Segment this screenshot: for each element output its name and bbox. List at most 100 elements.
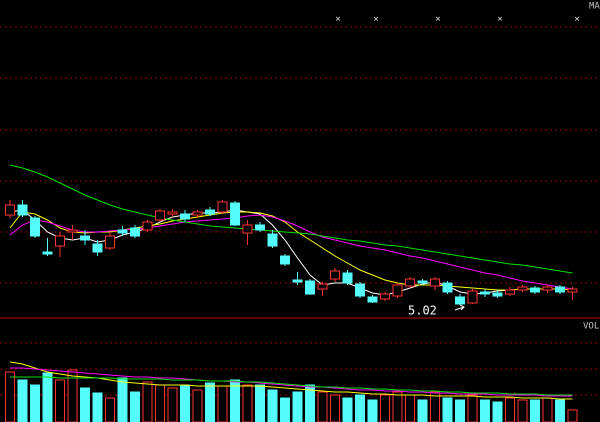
- annotation-arrow: [454, 304, 465, 311]
- volume-bar: [267, 389, 278, 422]
- candle-body: [467, 290, 478, 304]
- candle-body: [392, 284, 403, 297]
- candle-body: [367, 296, 378, 303]
- candle-body: [205, 209, 215, 215]
- candle-body: [355, 283, 365, 297]
- ma-line: [10, 367, 573, 397]
- volume-bar: [117, 377, 128, 422]
- candle-body: [542, 286, 553, 291]
- volume-bar: [42, 372, 53, 422]
- candle-body: [30, 217, 40, 237]
- volume-bar: [105, 397, 115, 422]
- volume-bar: [442, 397, 453, 422]
- volume-bar: [167, 387, 178, 422]
- volume-bar: [67, 369, 78, 422]
- volume-bar: [417, 399, 428, 422]
- volume-bar: [280, 397, 290, 422]
- candle-body: [117, 229, 128, 234]
- candle-body: [192, 211, 203, 216]
- candle-body: [230, 202, 240, 226]
- ma-line: [9, 164, 573, 274]
- volume-bar: [467, 394, 478, 422]
- candle-body: [255, 224, 265, 231]
- candle-body: [130, 227, 140, 237]
- arrow-head: [459, 304, 465, 311]
- candle-body: [417, 280, 428, 284]
- volume-bar: [542, 397, 553, 422]
- candle-body: [405, 278, 415, 287]
- candle-body: [555, 286, 565, 293]
- candle-body: [67, 229, 78, 233]
- volume-bar: [230, 379, 240, 422]
- candle-body: [267, 233, 278, 247]
- ma-line: [10, 376, 573, 396]
- volume-bar: [405, 394, 415, 422]
- volume-bar: [242, 384, 253, 422]
- candle-body: [217, 201, 228, 213]
- volume-bar: [180, 384, 190, 422]
- volume-bar: [480, 399, 490, 422]
- candle-body: [442, 282, 453, 293]
- volume-bar: [55, 379, 65, 422]
- volume-bar: [80, 387, 90, 422]
- vol-label: VOL: [583, 322, 599, 332]
- candle-body: [55, 235, 65, 247]
- volume-bar: [380, 394, 390, 422]
- volume-bar: [567, 409, 578, 422]
- ma-line: [9, 214, 573, 290]
- candle-body: [517, 286, 528, 291]
- candle-body: [530, 287, 540, 293]
- volume-bar: [392, 391, 403, 422]
- candle-body: [242, 224, 253, 234]
- volume-bar: [192, 389, 203, 422]
- volume-bar: [5, 371, 15, 422]
- volume-bar: [17, 379, 28, 422]
- candle-body: [480, 291, 490, 295]
- volume-bar: [517, 399, 528, 422]
- candle-body: [155, 210, 165, 221]
- candle-body: [105, 235, 115, 249]
- arrow-line: [454, 306, 465, 311]
- volume-bar: [330, 394, 340, 422]
- volume-bar: [492, 401, 503, 422]
- candle-body: [342, 272, 353, 284]
- candle-body: [317, 283, 328, 290]
- candle-body: [167, 211, 178, 215]
- volume-bar: [342, 397, 353, 422]
- candle-body: [380, 293, 390, 300]
- candle-body: [305, 280, 315, 295]
- volume-bar: [205, 382, 215, 422]
- volume-bar: [142, 381, 153, 422]
- volume-bar: [317, 391, 328, 422]
- legend-mark: ×: [497, 15, 502, 25]
- volume-bar: [217, 385, 228, 422]
- ma-line: [9, 209, 573, 296]
- ma-line: [9, 361, 573, 400]
- volume-bar: [305, 384, 315, 422]
- legend-mark: ×: [335, 15, 340, 25]
- candle-body: [455, 296, 465, 305]
- candle-body: [5, 204, 15, 216]
- volume-bar: [530, 399, 540, 422]
- volume-bar: [355, 394, 365, 422]
- low-annotation: 5.02: [408, 304, 437, 318]
- ma-label: MA: [589, 2, 600, 12]
- candle-body: [17, 204, 28, 216]
- candle-body: [180, 213, 190, 220]
- volume-bar: [430, 391, 440, 422]
- candle-body: [42, 251, 53, 255]
- candle-body: [505, 289, 515, 295]
- candle-body: [430, 278, 440, 287]
- candle-body: [292, 279, 303, 283]
- volume-bar: [455, 399, 465, 422]
- volume-bar: [255, 384, 265, 422]
- candle-body: [142, 221, 153, 231]
- legend-mark: ×: [373, 15, 378, 25]
- legend-mark: ×: [435, 15, 440, 25]
- candle-body: [330, 270, 340, 280]
- volume-bar: [155, 384, 165, 422]
- volume-bar: [30, 384, 40, 422]
